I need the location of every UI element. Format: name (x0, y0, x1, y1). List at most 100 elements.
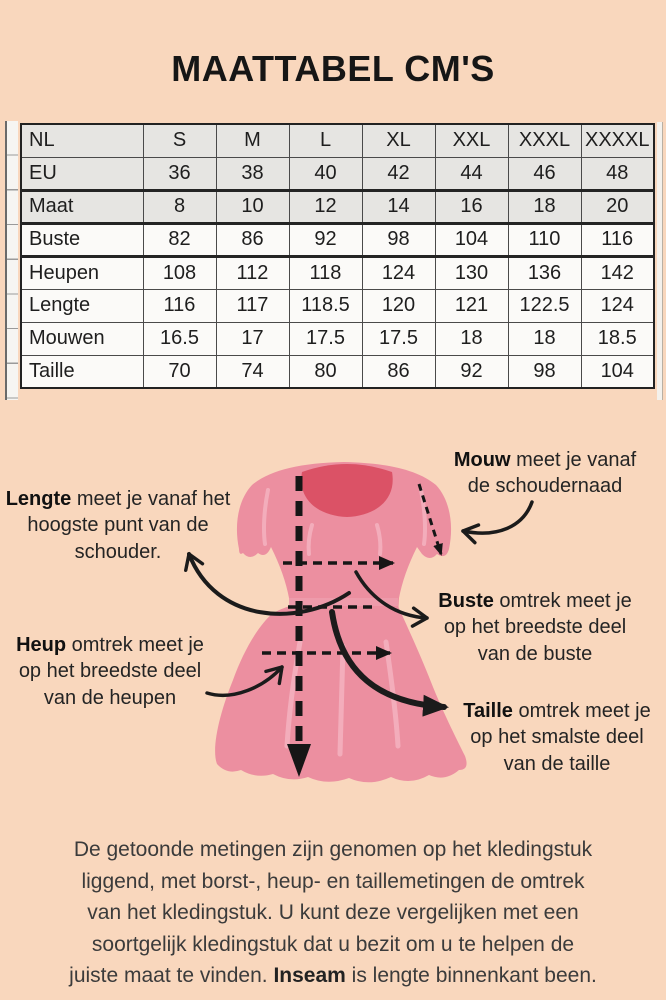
label-taille: Taille omtrek meet je op het smalste dee… (427, 698, 666, 777)
table-row: Maat 8 10 12 14 16 18 20 (20, 189, 655, 225)
heup-arrow (205, 665, 284, 698)
size-value-cell: 17 (215, 321, 290, 356)
size-value-cell: 18 (434, 321, 509, 356)
size-value-cell: 8 (142, 189, 217, 225)
size-value-cell: 40 (288, 156, 363, 192)
size-value-cell: 112 (215, 255, 290, 290)
size-value-cell: 98 (361, 222, 436, 258)
page-title: MAATTABEL CM'S (171, 48, 495, 89)
size-value-cell: 120 (361, 288, 436, 323)
label-heup: Heup omtrek meet je op het breedste deel… (0, 632, 240, 711)
row-label: Mouwen (20, 321, 144, 356)
size-value-cell: 17.5 (288, 321, 363, 356)
footnote-text-start: De getoonde metingen zijn genomen op het… (69, 838, 593, 987)
annotation-arrows (184, 500, 534, 717)
row-label: Buste (20, 222, 144, 258)
size-value-cell: 48 (580, 156, 655, 192)
size-value-cell: 20 (580, 189, 655, 225)
size-value-cell: XXXL (507, 123, 582, 158)
table-left-edge-artifact (5, 121, 18, 400)
size-value-cell: 130 (434, 255, 509, 290)
label-buste-text: omtrek meet je op het breedste deel van … (443, 590, 632, 665)
table-right-edge-artifact (657, 122, 663, 400)
size-value-cell: 82 (142, 222, 217, 258)
table-row: Heupen 108 112 118 124 130 136 142 (20, 255, 655, 290)
mouw-arrow (461, 500, 534, 545)
footnote: De getoonde metingen zijn genomen op het… (33, 834, 633, 992)
row-label: Lengte (20, 288, 144, 323)
size-value-cell: 98 (507, 354, 582, 389)
label-taille-term: Taille (463, 700, 513, 722)
size-value-cell: M (215, 123, 290, 158)
label-taille-text: omtrek meet je op het smalste deel van d… (470, 700, 651, 775)
size-value-cell: 108 (142, 255, 217, 290)
size-value-cell: S (142, 123, 217, 158)
dress-bodice (236, 462, 452, 616)
size-value-cell: 14 (361, 189, 436, 225)
size-value-cell: 124 (361, 255, 436, 290)
size-value-cell: 18 (507, 321, 582, 356)
size-value-cell: 17.5 (361, 321, 436, 356)
size-value-cell: 16.5 (142, 321, 217, 356)
taille-arrow (329, 609, 449, 717)
size-value-cell: 18 (507, 189, 582, 225)
size-value-cell: 86 (361, 354, 436, 389)
size-value-cell: 104 (434, 222, 509, 258)
size-value-cell: 12 (288, 189, 363, 225)
label-lengte-term: Lengte (5, 488, 72, 510)
size-value-cell: 116 (142, 288, 217, 323)
size-value-cell: 92 (434, 354, 509, 389)
length-arrowhead (287, 744, 311, 777)
dress (215, 462, 467, 783)
size-value-cell: 124 (580, 288, 655, 323)
row-label: Heupen (20, 255, 144, 290)
sleeve-measure-line (417, 483, 443, 556)
row-label: EU (20, 156, 144, 192)
row-label: NL (20, 123, 144, 158)
size-value-cell: 86 (215, 222, 290, 258)
size-value-cell: 74 (215, 354, 290, 389)
row-label: Taille (20, 354, 144, 389)
table-row: EU 36 38 40 42 44 46 48 (20, 156, 655, 192)
size-value-cell: XL (361, 123, 436, 158)
size-value-cell: 104 (580, 354, 655, 389)
label-buste-term: Buste (438, 590, 494, 612)
label-heup-term: Heup (16, 634, 67, 656)
label-lengte-text: meet je vanaf het hoogste punt van de sc… (27, 488, 231, 563)
size-value-cell: 118.5 (288, 288, 363, 323)
lengte-arrow (184, 552, 351, 616)
size-value-cell: L (288, 123, 363, 158)
table-row: Buste 82 86 92 98 104 110 116 (20, 222, 655, 258)
buste-arrow (354, 570, 429, 628)
size-value-cell: XXXXL (580, 123, 655, 158)
size-value-cell: 46 (507, 156, 582, 192)
footnote-term-inseam: Inseam (273, 964, 346, 987)
size-value-cell: 10 (215, 189, 290, 225)
footnote-text-end: is lengte binnenkant been. (345, 964, 597, 987)
size-value-cell: 118 (288, 255, 363, 290)
size-table-body: NL S M L XL XXL XXXL XXXXL EU 36 38 40 42 44 46 48 Maat 8… (20, 123, 655, 389)
size-value-cell: XXL (434, 123, 509, 158)
dress-neckline (301, 464, 393, 517)
table-row: NL S M L XL XXL XXXL XXXXL (20, 123, 655, 158)
label-mouw-term: Mouw (453, 449, 511, 471)
size-value-cell: 121 (434, 288, 509, 323)
table-row: Taille 70 74 80 86 92 98 104 (20, 354, 655, 389)
size-value-cell: 117 (215, 288, 290, 323)
size-value-cell: 116 (580, 222, 655, 258)
size-value-cell: 16 (434, 189, 509, 225)
size-value-cell: 136 (507, 255, 582, 290)
size-value-cell: 18.5 (580, 321, 655, 356)
dress-illustration (184, 462, 534, 783)
size-value-cell: 122.5 (507, 288, 582, 323)
size-value-cell: 42 (361, 156, 436, 192)
label-lengte: Lengte meet je vanaf het hoogste punt va… (0, 486, 248, 565)
row-label: Maat (20, 189, 144, 225)
size-value-cell: 142 (580, 255, 655, 290)
label-buste: Buste omtrek meet je op het breedste dee… (405, 588, 665, 667)
table-row: Lengte 116 117 118.5 120 121 122.5 124 (20, 288, 655, 323)
size-value-cell: 80 (288, 354, 363, 389)
size-value-cell: 44 (434, 156, 509, 192)
label-mouw: Mouw meet je vanaf de schoudernaad (415, 447, 666, 500)
